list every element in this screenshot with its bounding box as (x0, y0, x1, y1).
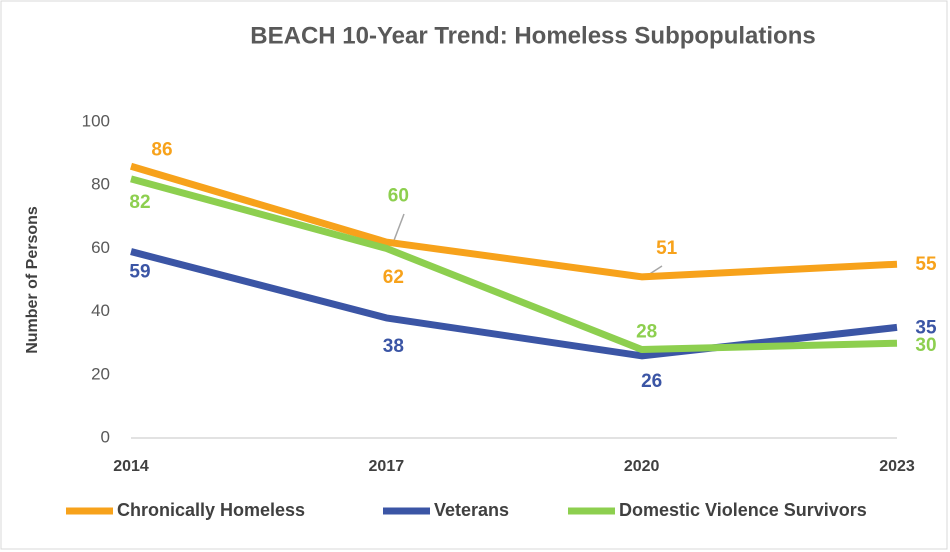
data-label: 26 (641, 371, 662, 392)
data-label: 62 (383, 267, 404, 288)
legend-label: Veterans (434, 500, 509, 520)
y-tick-label: 80 (91, 175, 110, 194)
data-label: 51 (656, 238, 678, 259)
x-tick-label: 2023 (879, 458, 915, 475)
data-label: 59 (129, 262, 150, 283)
y-tick-label: 0 (101, 427, 110, 446)
x-tick-label: 2020 (624, 458, 660, 475)
y-axis-label: Number of Persons (24, 206, 41, 354)
leader-line (392, 213, 405, 244)
x-tick-label: 2017 (369, 458, 405, 475)
data-label: 38 (383, 336, 404, 357)
data-label: 28 (636, 322, 657, 343)
y-tick-label: 20 (91, 364, 110, 383)
y-tick-label: 60 (91, 238, 110, 257)
data-label: 60 (388, 185, 409, 206)
chart-title: BEACH 10-Year Trend: Homeless Subpopulat… (250, 22, 815, 49)
x-tick-label: 2014 (113, 458, 149, 475)
series-line (130, 162, 898, 281)
data-label: 55 (915, 254, 937, 275)
data-label: 35 (915, 317, 937, 338)
series-line (130, 248, 898, 360)
y-tick-label: 100 (82, 111, 110, 130)
series-line (130, 175, 898, 354)
data-label: 86 (151, 139, 172, 160)
legend-label: Domestic Violence Survivors (619, 500, 867, 520)
data-label: 82 (129, 192, 150, 213)
legend-label: Chronically Homeless (117, 500, 305, 520)
y-tick-label: 40 (91, 301, 110, 320)
data-label: 30 (915, 335, 936, 356)
